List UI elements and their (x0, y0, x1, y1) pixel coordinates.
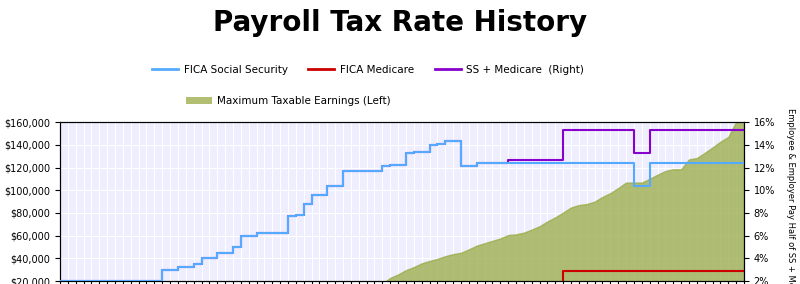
Text: Payroll Tax Rate History: Payroll Tax Rate History (213, 9, 587, 37)
Y-axis label: Employee & Employer Pay Half of SS + Med.: Employee & Employer Pay Half of SS + Med… (786, 108, 795, 284)
Legend: Maximum Taxable Earnings (Left): Maximum Taxable Earnings (Left) (186, 96, 390, 106)
Legend: FICA Social Security, FICA Medicare, SS + Medicare  (Right): FICA Social Security, FICA Medicare, SS … (152, 65, 584, 75)
